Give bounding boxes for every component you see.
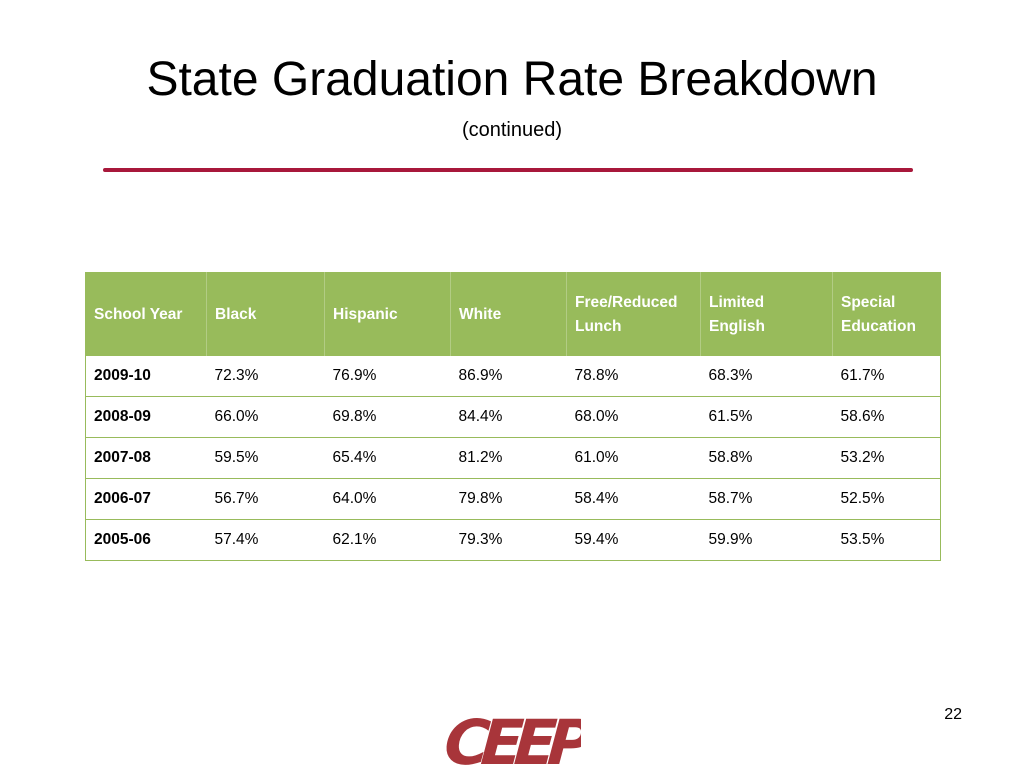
school-year-cell: 2008-09 — [85, 396, 207, 438]
table-row: 2008-09 66.0% 69.8% 84.4% 68.0% 61.5% 58… — [85, 396, 941, 438]
graduation-rate-table: School Year Black Hispanic White Free/Re… — [85, 272, 941, 561]
table-row: 2009-10 72.3% 76.9% 86.9% 78.8% 68.3% 61… — [85, 356, 941, 397]
slide-title: State Graduation Rate Breakdown — [146, 53, 878, 106]
table-cell: 53.2% — [832, 437, 941, 479]
table-cell: 56.7% — [206, 478, 325, 520]
table-row: 2007-08 59.5% 65.4% 81.2% 61.0% 58.8% 53… — [85, 437, 941, 479]
school-year-cell: 2006-07 — [85, 478, 207, 520]
table-cell: 81.2% — [450, 437, 567, 479]
column-header: White — [450, 272, 567, 356]
table-cell: 59.9% — [700, 519, 833, 561]
column-header: Limited English — [700, 272, 833, 356]
table-cell: 58.7% — [700, 478, 833, 520]
table-cell: 84.4% — [450, 396, 567, 438]
table-cell: 62.1% — [324, 519, 451, 561]
table-cell: 86.9% — [450, 356, 567, 397]
table-cell: 58.4% — [566, 478, 701, 520]
table-cell: 68.0% — [566, 396, 701, 438]
table-cell: 53.5% — [832, 519, 941, 561]
table-cell: 58.6% — [832, 396, 941, 438]
title-divider — [103, 168, 913, 172]
table-cell: 79.3% — [450, 519, 567, 561]
column-header: Special Education — [832, 272, 941, 356]
table-cell: 78.8% — [566, 356, 701, 397]
slide-subtitle: (continued) — [461, 119, 563, 141]
table-cell: 61.5% — [700, 396, 833, 438]
table-cell: 68.3% — [700, 356, 833, 397]
table-cell: 57.4% — [206, 519, 325, 561]
school-year-cell: 2009-10 — [85, 356, 207, 397]
table-cell: 76.9% — [324, 356, 451, 397]
table-cell: 64.0% — [324, 478, 451, 520]
page-number: 22 — [944, 706, 962, 723]
table-header-row: School Year Black Hispanic White Free/Re… — [85, 272, 941, 356]
column-header: Black — [206, 272, 325, 356]
table-cell: 69.8% — [324, 396, 451, 438]
table-cell: 65.4% — [324, 437, 451, 479]
ceep-logo: CEEP — [445, 708, 581, 768]
table-row: 2005-06 57.4% 62.1% 79.3% 59.4% 59.9% 53… — [85, 519, 941, 561]
table-cell: 58.8% — [700, 437, 833, 479]
school-year-cell: 2007-08 — [85, 437, 207, 479]
table-cell: 79.8% — [450, 478, 567, 520]
table-cell: 72.3% — [206, 356, 325, 397]
table-cell: 59.5% — [206, 437, 325, 479]
column-header: Free/Reduced Lunch — [566, 272, 701, 356]
table-cell: 66.0% — [206, 396, 325, 438]
svg-text:CEEP: CEEP — [445, 708, 581, 768]
column-header: Hispanic — [324, 272, 451, 356]
column-header: School Year — [85, 272, 207, 356]
table-cell: 61.0% — [566, 437, 701, 479]
school-year-cell: 2005-06 — [85, 519, 207, 561]
table-cell: 59.4% — [566, 519, 701, 561]
table-cell: 61.7% — [832, 356, 941, 397]
table-row: 2006-07 56.7% 64.0% 79.8% 58.4% 58.7% 52… — [85, 478, 941, 520]
table-cell: 52.5% — [832, 478, 941, 520]
